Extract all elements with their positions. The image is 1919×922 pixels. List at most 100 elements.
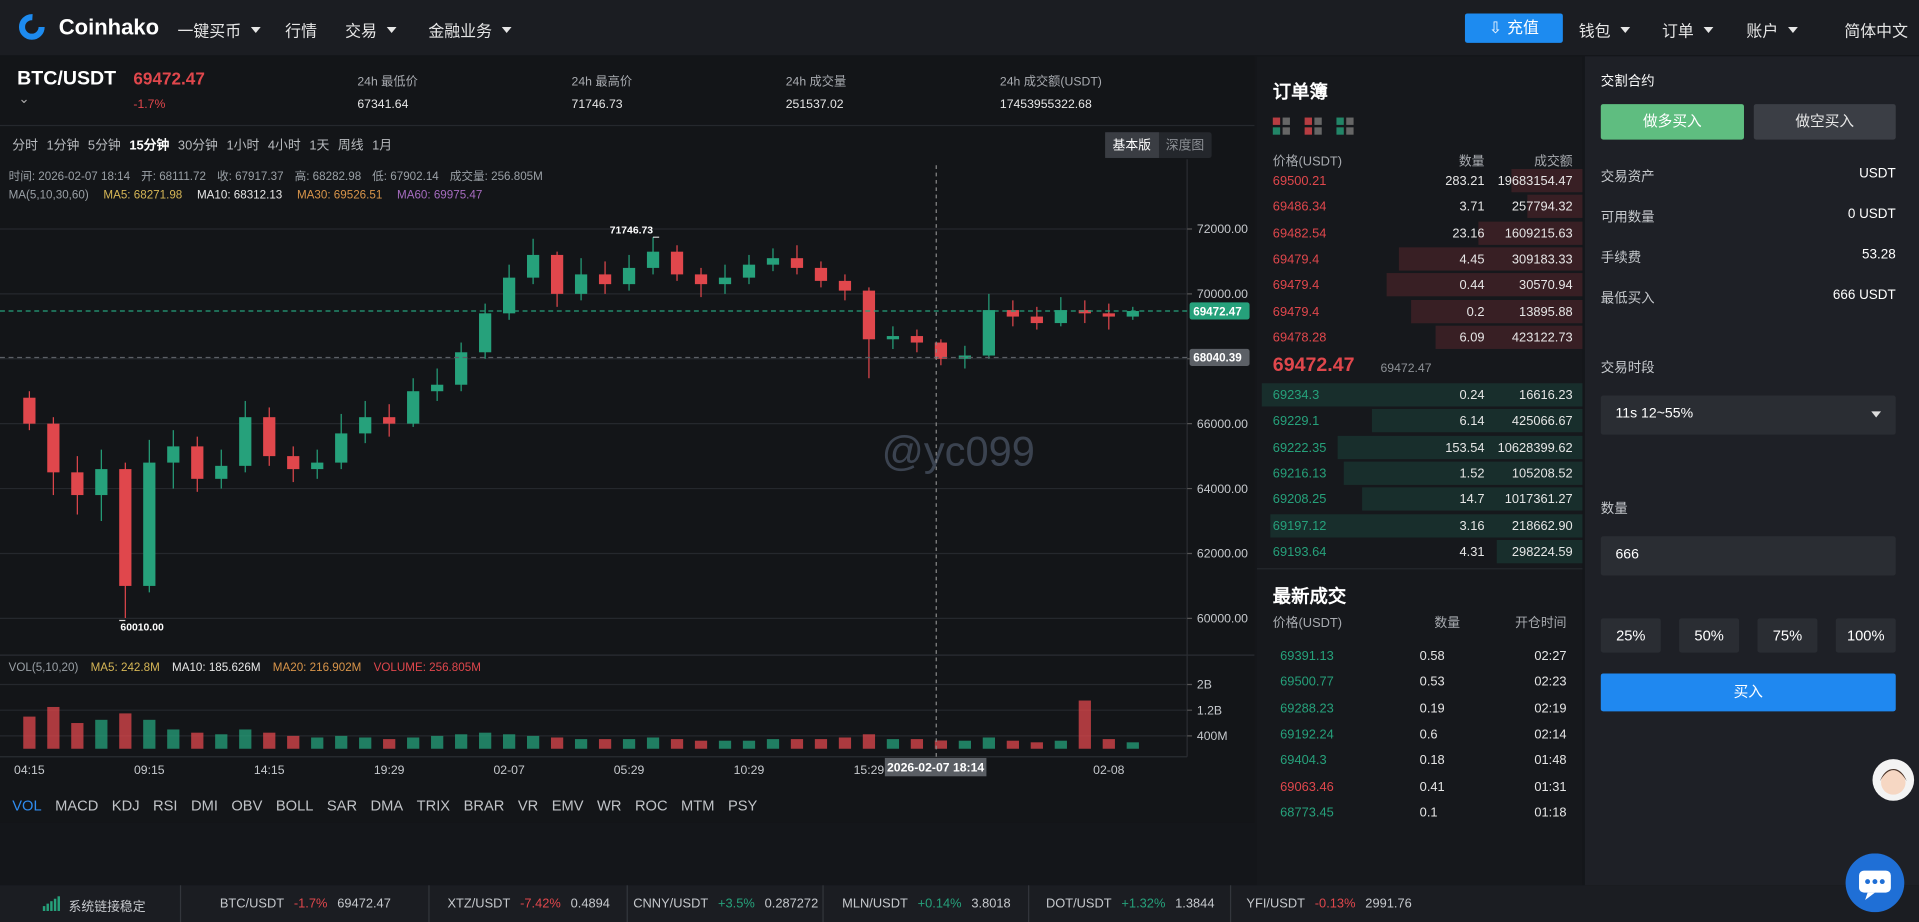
bids-row[interactable]: 69197.12 3.16 218662.90 xyxy=(1257,512,1583,538)
menu-item[interactable]: 一键买币 xyxy=(177,18,260,41)
indicator[interactable]: DMA xyxy=(370,797,404,815)
price: 69478.28 xyxy=(1272,330,1327,346)
qty-input[interactable]: 666 xyxy=(1600,536,1896,576)
candle-body xyxy=(383,417,396,424)
interval[interactable]: 1天 xyxy=(309,138,330,154)
indicator[interactable]: KDJ xyxy=(111,797,140,815)
menu-item[interactable]: 钱包 xyxy=(1579,18,1630,41)
footer-ticker[interactable]: BTC/USDT -1.7% 69472.47 xyxy=(179,885,430,922)
avatar[interactable] xyxy=(1870,757,1917,804)
indicator[interactable]: MTM xyxy=(681,797,715,815)
ticker-change: -0.13% xyxy=(1314,896,1356,911)
language[interactable]: 简体中文 xyxy=(1844,22,1909,41)
stat-label: 24h 最高价 xyxy=(571,75,633,90)
period-label: 交易时段 xyxy=(1600,361,1655,376)
volume-bar xyxy=(982,737,995,749)
asks-row[interactable]: 69479.4 0.2 13895.88 xyxy=(1257,298,1583,324)
trade-time: 02:27 xyxy=(1534,648,1567,664)
footer-ticker[interactable]: YFI/USDT -0.13% 2991.76 xyxy=(1229,885,1427,922)
indicator[interactable]: WR xyxy=(597,797,622,815)
indicator[interactable]: MACD xyxy=(55,797,99,815)
price-tag xyxy=(1189,348,1250,367)
interval[interactable]: 15分钟 xyxy=(129,138,170,154)
percent-button[interactable]: 100% xyxy=(1835,618,1896,653)
bids-row[interactable]: 69234.3 0.24 16616.23 xyxy=(1257,382,1583,408)
period-select[interactable]: 11s 12~55% xyxy=(1600,395,1896,435)
buy-button[interactable]: 买入 xyxy=(1600,673,1896,712)
indicator[interactable]: VR xyxy=(517,797,539,815)
ticker-change: -7.42% xyxy=(520,896,561,911)
bids-row[interactable]: 69208.25 14.7 1017361.27 xyxy=(1257,486,1583,512)
interval[interactable]: 1月 xyxy=(372,138,393,154)
x-tick-label: 10:29 xyxy=(734,763,765,777)
short-button[interactable]: 做空买入 xyxy=(1753,104,1896,140)
asks-row[interactable]: 69479.4 0.44 30570.94 xyxy=(1257,272,1583,298)
bids-row[interactable]: 69193.64 4.31 298224.59 xyxy=(1257,539,1583,565)
footer-ticker[interactable]: MLN/USDT +0.14% 3.8018 xyxy=(822,885,1029,922)
indicator[interactable]: EMV xyxy=(551,797,584,815)
indicator[interactable]: ROC xyxy=(634,797,668,815)
mode-cell xyxy=(1346,127,1354,135)
menu-item[interactable]: 订单 xyxy=(1662,18,1713,41)
indicator[interactable]: SAR xyxy=(326,797,358,815)
indicator[interactable]: PSY xyxy=(727,797,758,815)
indicator[interactable]: RSI xyxy=(153,797,178,815)
footer-ticker[interactable]: DOT/USDT +1.32% 1.3844 xyxy=(1028,885,1231,922)
interval[interactable]: 4小时 xyxy=(267,138,301,154)
asks-row[interactable]: 69500.21 283.21 19683154.47 xyxy=(1257,168,1583,194)
book-mode[interactable] xyxy=(1272,117,1290,135)
interval[interactable]: 1小时 xyxy=(226,138,260,154)
volume-bar xyxy=(670,739,684,749)
view-tab[interactable]: 深度图 xyxy=(1165,138,1205,154)
book-mode[interactable] xyxy=(1336,117,1354,135)
menu-item[interactable]: 金融业务 xyxy=(428,18,511,41)
long-button[interactable]: 做多买入 xyxy=(1600,104,1744,140)
chat-button[interactable] xyxy=(1843,853,1907,913)
price: 69197.12 xyxy=(1272,518,1327,534)
interval[interactable]: 5分钟 xyxy=(87,138,121,154)
asks-row[interactable]: 69479.4 4.45 309183.33 xyxy=(1257,246,1583,272)
percent-button[interactable]: 50% xyxy=(1679,618,1740,653)
view-tab[interactable]: 基本版 xyxy=(1105,132,1159,158)
interval[interactable]: 分时 xyxy=(12,138,38,154)
percent-button[interactable]: 25% xyxy=(1600,618,1661,653)
mode-cell xyxy=(1304,127,1312,135)
indicator[interactable]: TRIX xyxy=(416,797,451,815)
menu-item[interactable]: 交易 xyxy=(345,18,396,41)
candle-body xyxy=(814,267,828,281)
indicator[interactable]: BRAR xyxy=(463,797,505,815)
ticker-price: 0.287272 xyxy=(764,896,819,911)
indicator[interactable]: VOL xyxy=(12,797,42,815)
symbol-caret[interactable]: ⌄ xyxy=(18,91,30,107)
signal-bar xyxy=(42,906,46,911)
indicator[interactable]: DMI xyxy=(190,797,218,815)
ticker-symbol: BTC/USDT xyxy=(219,896,285,911)
interval[interactable]: 周线 xyxy=(337,138,364,154)
interval[interactable]: 1分钟 xyxy=(46,138,80,154)
asks-row[interactable]: 69478.28 6.09 423122.73 xyxy=(1257,324,1583,350)
depth-bar xyxy=(1435,325,1583,349)
brand[interactable]: Coinhako xyxy=(58,14,160,40)
interval[interactable]: 30分钟 xyxy=(177,138,218,154)
book-mode[interactable] xyxy=(1304,117,1322,135)
bids-row[interactable]: 69222.35 153.54 10628399.62 xyxy=(1257,434,1583,460)
asks-row[interactable]: 69486.34 3.71 257794.32 xyxy=(1257,194,1583,220)
volume-bar xyxy=(886,739,900,749)
menu-item[interactable]: 账户 xyxy=(1746,18,1797,41)
info-label: 最低买入 xyxy=(1600,291,1655,307)
bids-row[interactable]: 69216.13 1.52 105208.52 xyxy=(1257,460,1583,486)
y-tick-label: 400M xyxy=(1197,729,1228,743)
percent-button[interactable]: 75% xyxy=(1757,618,1818,653)
indicator[interactable]: BOLL xyxy=(275,797,314,815)
trade-price: 68773.45 xyxy=(1280,805,1334,821)
footer-ticker[interactable]: XTZ/USDT -7.42% 0.4894 xyxy=(428,885,627,922)
footer-ticker[interactable]: CNNY/USDT +3.5% 0.287272 xyxy=(626,885,824,922)
indicator[interactable]: OBV xyxy=(231,797,263,815)
ticker-symbol: XTZ/USDT xyxy=(447,896,511,911)
menu-item[interactable]: 行情 xyxy=(285,22,317,41)
bids-row[interactable]: 69229.1 6.14 425066.67 xyxy=(1257,408,1583,434)
mode-cell xyxy=(1304,117,1312,125)
asks-row[interactable]: 69482.54 23.16 1609215.63 xyxy=(1257,220,1583,246)
deposit-button[interactable]: ⇩ 充值 xyxy=(1464,13,1563,43)
volume-bar xyxy=(407,737,420,749)
